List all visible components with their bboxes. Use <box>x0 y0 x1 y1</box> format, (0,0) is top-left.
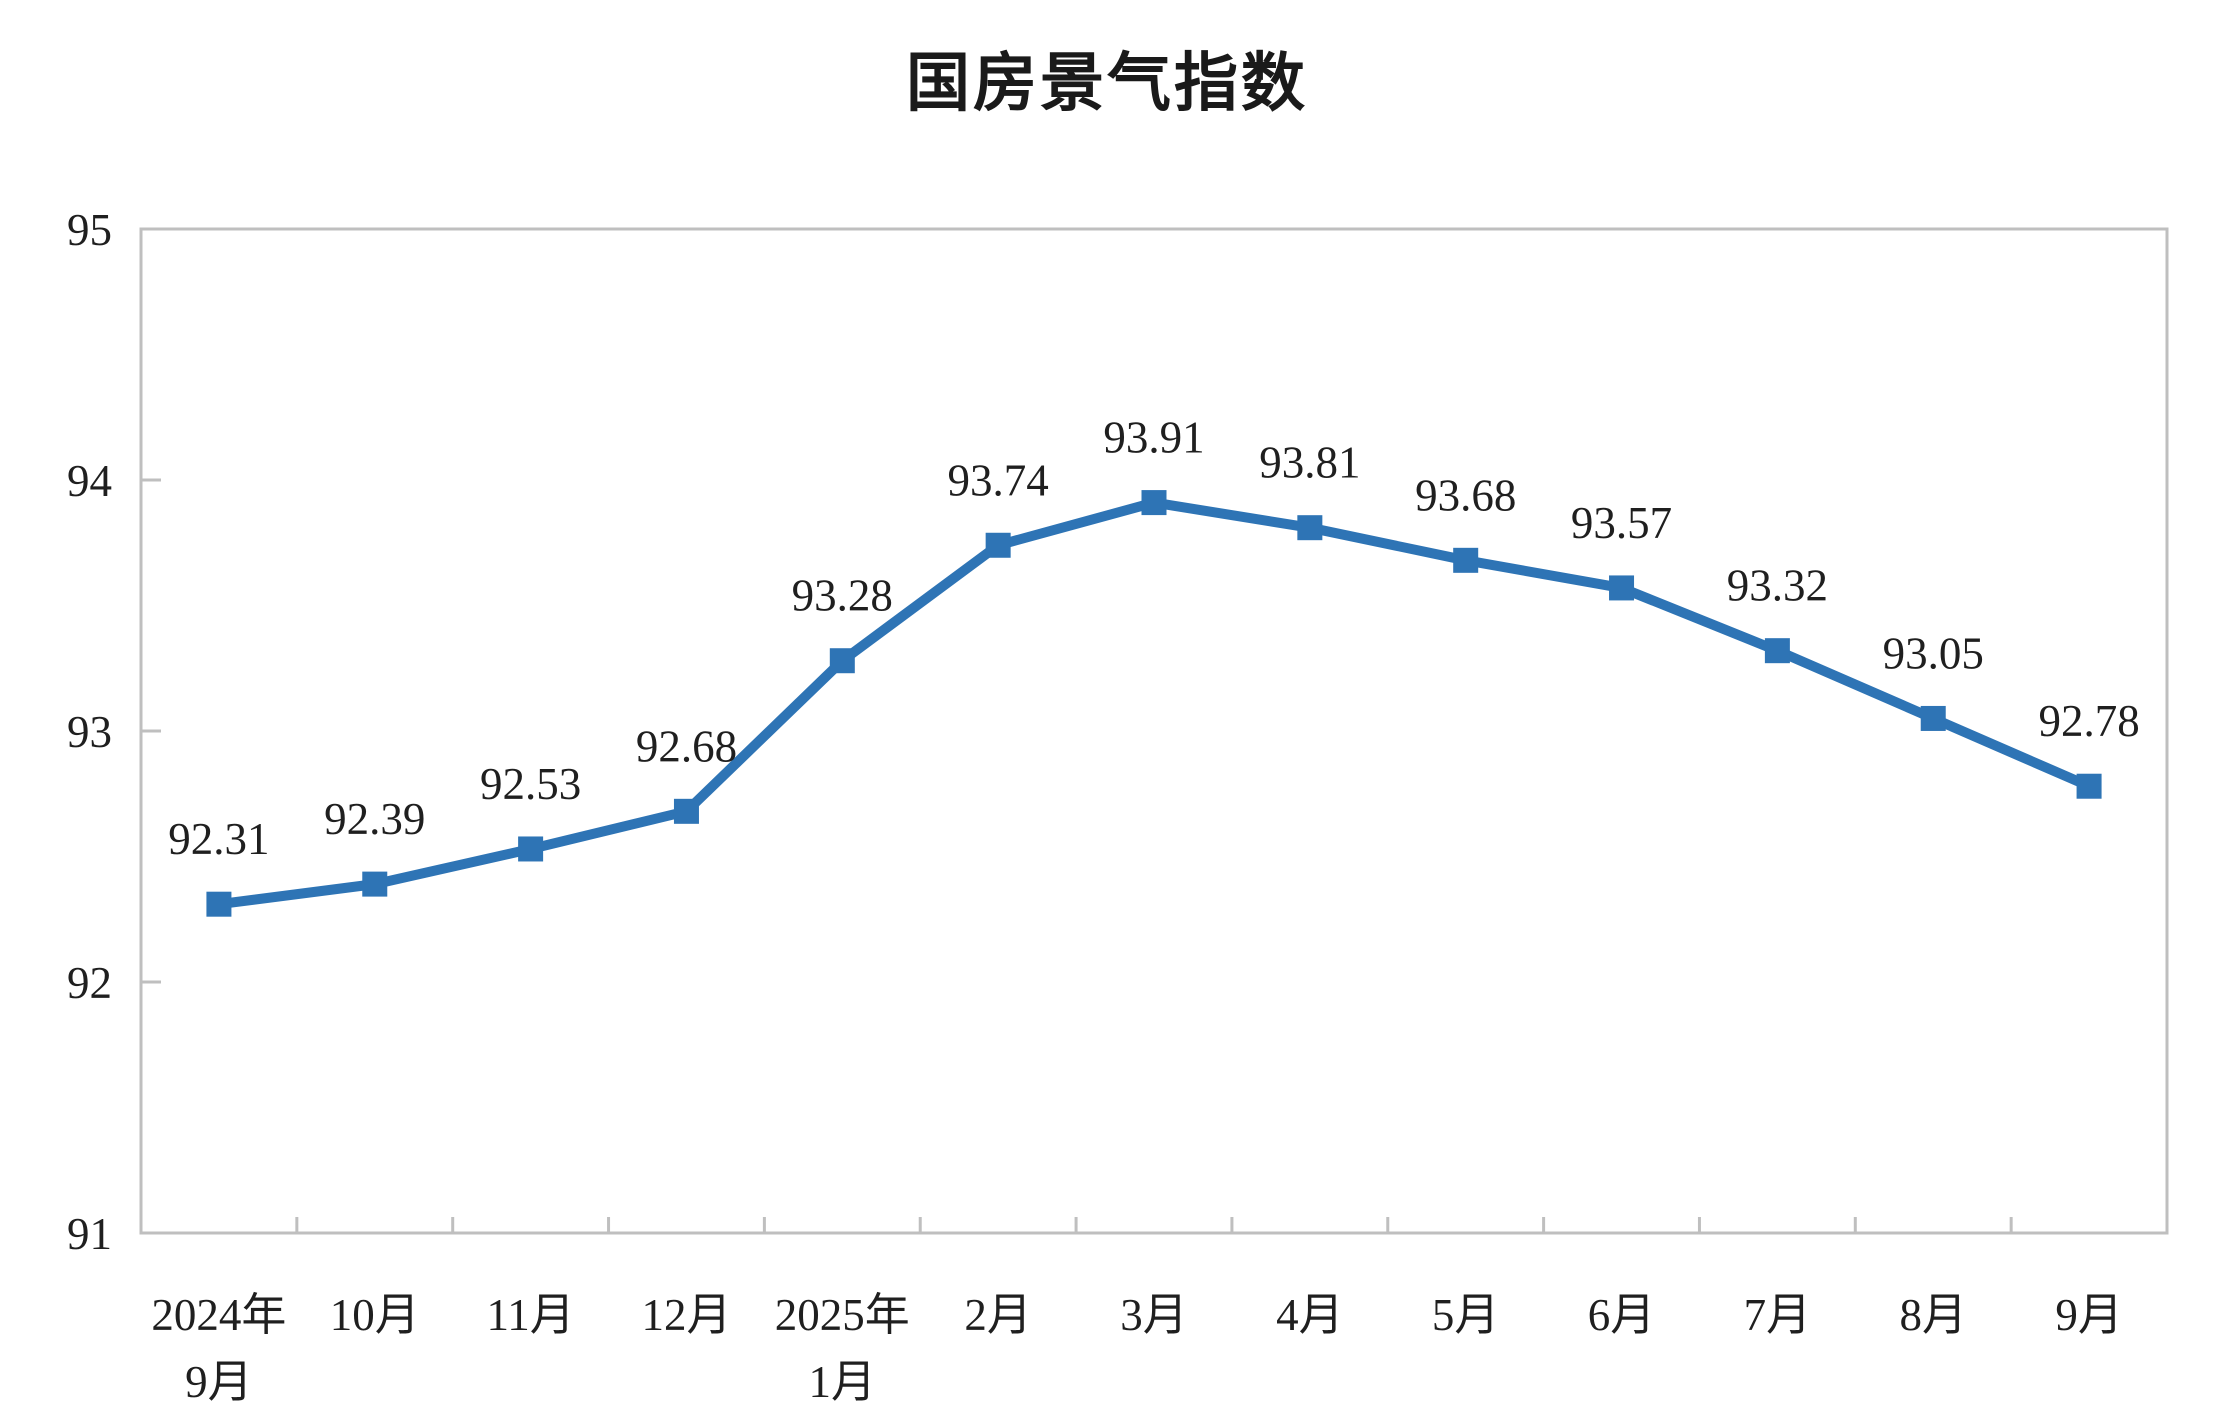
x-axis-tick-label: 4月 <box>1276 1290 1344 1340</box>
y-axis-tick-label: 93 <box>67 707 112 757</box>
data-point-label: 93.91 <box>1103 413 1204 463</box>
data-point-label: 93.81 <box>1259 438 1360 488</box>
data-point-label: 92.53 <box>480 759 581 809</box>
data-point-label: 93.28 <box>792 571 893 621</box>
x-axis-tick-label: 12月 <box>641 1290 731 1340</box>
x-axis-tick-label: 5月 <box>1432 1290 1500 1340</box>
x-axis-tick-label: 7月 <box>1744 1290 1812 1340</box>
data-point-marker <box>2076 773 2102 799</box>
x-axis-tick-label: 2024年 9月 <box>151 1290 286 1407</box>
chart-title: 国房景气指数 <box>906 47 1308 119</box>
x-axis-tick-label: 9月 <box>2055 1290 2123 1340</box>
data-point-marker <box>1609 575 1635 601</box>
y-axis-tick-label: 91 <box>67 1209 112 1259</box>
data-point-marker <box>206 891 232 917</box>
data-point-marker <box>985 532 1011 558</box>
x-axis-tick-label: 2月 <box>964 1290 1032 1340</box>
data-point-marker <box>1920 705 1946 731</box>
data-point-marker <box>829 648 855 674</box>
data-point-label: 93.68 <box>1415 470 1516 520</box>
data-point-label: 92.39 <box>324 794 425 844</box>
data-point-marker <box>1297 515 1323 541</box>
data-point-marker <box>673 798 699 824</box>
data-point-marker <box>1141 490 1167 516</box>
data-point-label: 93.57 <box>1571 498 1672 548</box>
data-point-marker <box>518 836 544 862</box>
data-point-label: 92.31 <box>168 814 269 864</box>
x-axis-tick-label: 11月 <box>486 1290 574 1340</box>
y-axis-tick-label: 95 <box>67 205 112 255</box>
data-point-label: 92.68 <box>636 721 737 771</box>
plot-border <box>139 227 2169 1235</box>
y-axis-tick-label: 92 <box>67 958 112 1008</box>
y-axis-tick-label: 94 <box>67 456 112 506</box>
x-axis-tick-label: 6月 <box>1588 1290 1656 1340</box>
data-point-marker <box>1764 638 1790 664</box>
data-point-marker <box>1453 547 1479 573</box>
data-point-label: 93.32 <box>1727 561 1828 611</box>
data-point-label: 93.05 <box>1883 628 1984 678</box>
x-axis-tick-label: 2025年 1月 <box>775 1290 910 1407</box>
x-axis-tick-label: 8月 <box>1899 1290 1967 1340</box>
data-point-marker <box>362 871 388 897</box>
data-point-label: 93.74 <box>948 455 1049 505</box>
x-axis-tick-label: 3月 <box>1120 1290 1188 1340</box>
data-point-label: 92.78 <box>2038 696 2139 746</box>
x-axis-tick-label: 10月 <box>330 1290 420 1340</box>
